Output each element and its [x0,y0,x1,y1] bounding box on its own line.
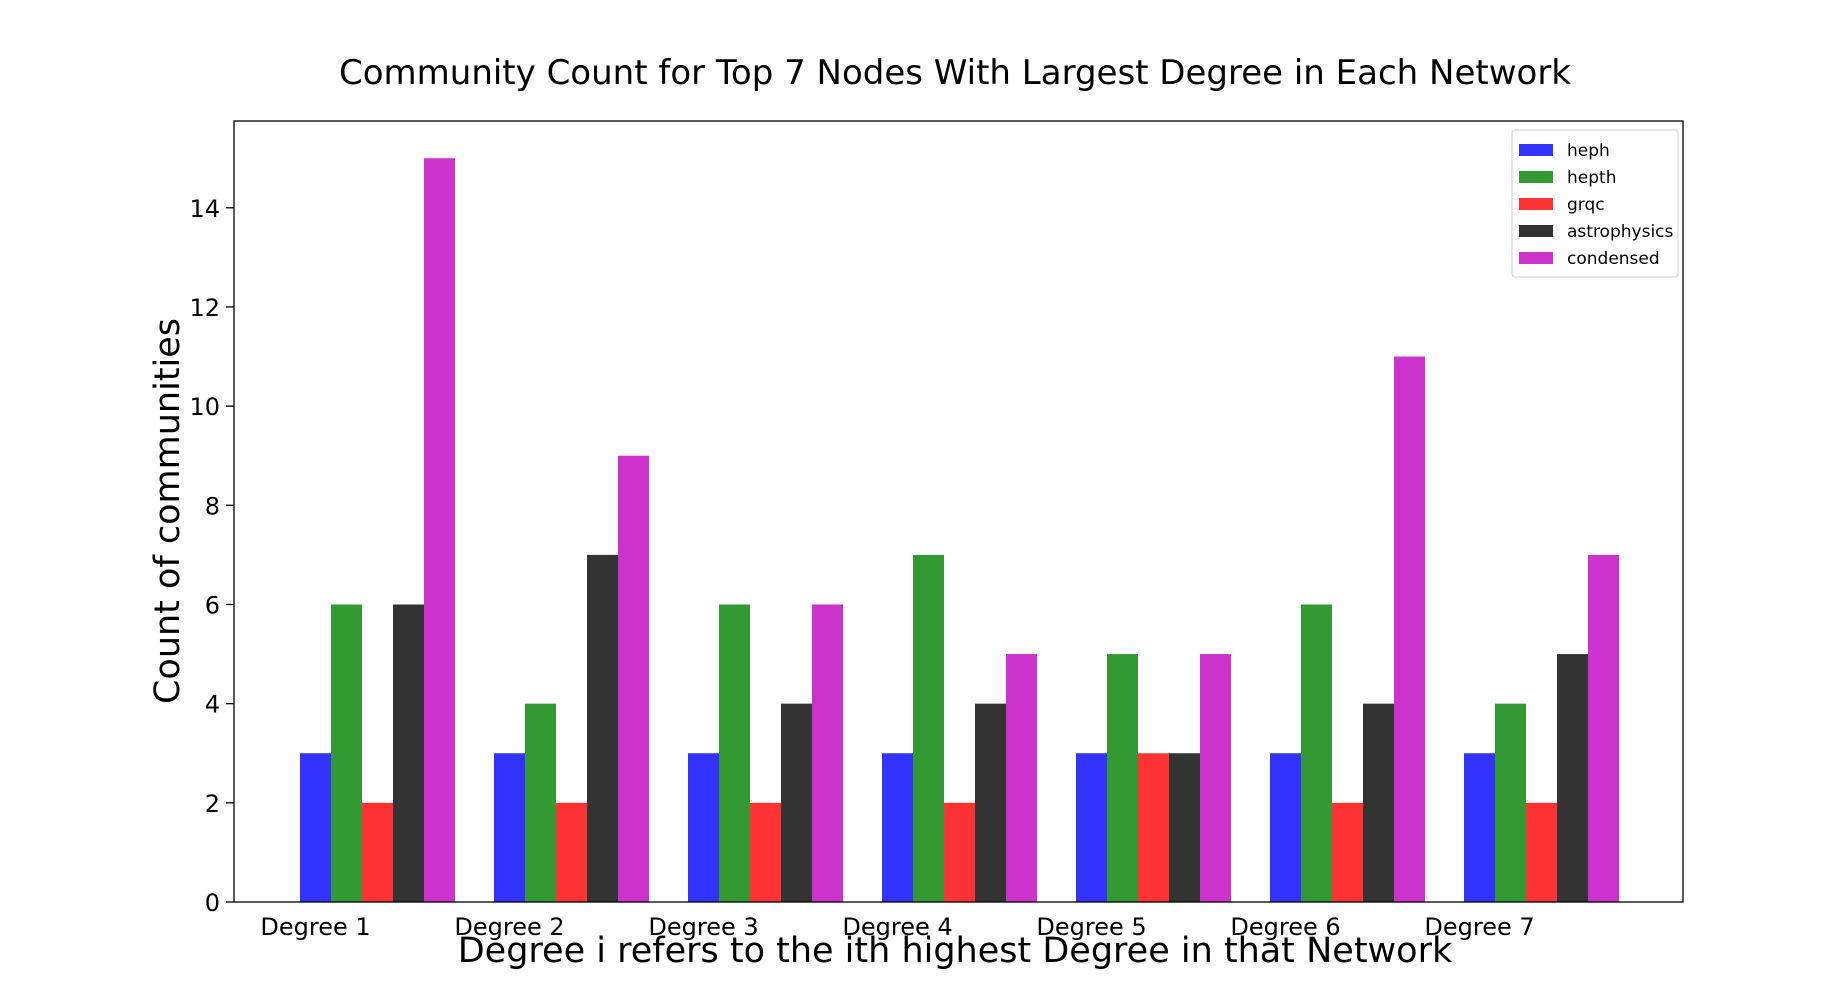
bar-grqc-2 [556,802,587,902]
y-tick-label-0: 0 [205,889,220,917]
bar-grqc-4 [944,802,975,902]
y-tick-label-10: 10 [189,393,220,421]
legend-label-astrophysics: astrophysics [1567,222,1674,242]
legend-swatch-condensed [1519,252,1553,264]
legend-box [1511,129,1679,278]
bar-heph-5 [1076,753,1107,902]
bar-grqc-5 [1138,753,1169,902]
bar-condensed-5 [1200,654,1231,902]
bar-condensed-6 [1394,356,1425,902]
y-tick-label-12: 12 [189,294,220,322]
bar-heph-6 [1270,753,1301,902]
bar-grqc-1 [362,802,393,902]
chart-title: Community Count for Top 7 Nodes With Lar… [339,53,1571,93]
bar-hepth-4 [913,554,944,902]
legend-swatch-grqc [1519,198,1553,210]
legend: heph hepth grqc astrophysics condensed [1511,129,1679,278]
legend-swatch-hepth [1519,171,1553,183]
bar-hepth-3 [719,604,750,902]
x-tick-label-1: Degree 1 [260,913,370,941]
y-tick-label-4: 4 [205,691,220,719]
x-tick-label-6: Degree 6 [1230,913,1340,941]
y-tick-label-14: 14 [189,195,220,223]
bar-heph-7 [1464,753,1495,902]
bar-condensed-2 [618,455,649,902]
bar-hepth-1 [331,604,362,902]
bar-astrophysics-7 [1557,654,1588,902]
x-axis-label: Degree i refers to the ith highest Degre… [458,931,1453,971]
bar-condensed-4 [1006,654,1037,902]
bar-astrophysics-1 [393,604,424,902]
bar-hepth-2 [525,703,556,902]
y-tick-label-6: 6 [205,591,220,619]
bar-astrophysics-2 [587,554,618,902]
bar-grqc-7 [1526,802,1557,902]
bar-heph-3 [688,753,719,902]
bar-grqc-6 [1332,802,1363,902]
x-tick-label-3: Degree 3 [648,913,758,941]
bar-heph-4 [882,753,913,902]
x-tick-label-4: Degree 4 [842,913,952,941]
legend-swatch-heph [1519,144,1553,156]
bar-astrophysics-6 [1363,703,1394,902]
x-tick-label-2: Degree 2 [454,913,564,941]
legend-label-condensed: condensed [1567,249,1660,269]
x-tick-label-7: Degree 7 [1424,913,1534,941]
plot-area: 0 2 4 6 8 10 12 14 Degree 1 Degree 2 Degree 3 Degre… [189,120,1684,941]
bar-condensed-1 [424,158,455,902]
bar-hepth-5 [1107,654,1138,902]
bar-hepth-6 [1301,604,1332,902]
legend-label-hepth: hepth [1567,168,1616,188]
bar-condensed-3 [812,604,843,902]
bar-astrophysics-4 [975,703,1006,902]
legend-label-grqc: grqc [1567,195,1605,215]
y-axis-label: Count of communities [148,318,188,704]
y-tick-label-8: 8 [205,492,220,520]
bar-astrophysics-5 [1169,753,1200,902]
bar-condensed-7 [1588,554,1619,902]
bar-grqc-3 [750,802,781,902]
axes-frame [233,120,1684,903]
bar-hepth-7 [1495,703,1526,902]
x-tick-label-5: Degree 5 [1036,913,1146,941]
legend-swatch-astrophysics [1519,225,1553,237]
bar-astrophysics-3 [781,703,812,902]
bar-heph-1 [300,753,331,902]
y-tick-label-2: 2 [205,790,220,818]
bar-heph-2 [494,753,525,902]
legend-label-heph: heph [1567,141,1610,161]
